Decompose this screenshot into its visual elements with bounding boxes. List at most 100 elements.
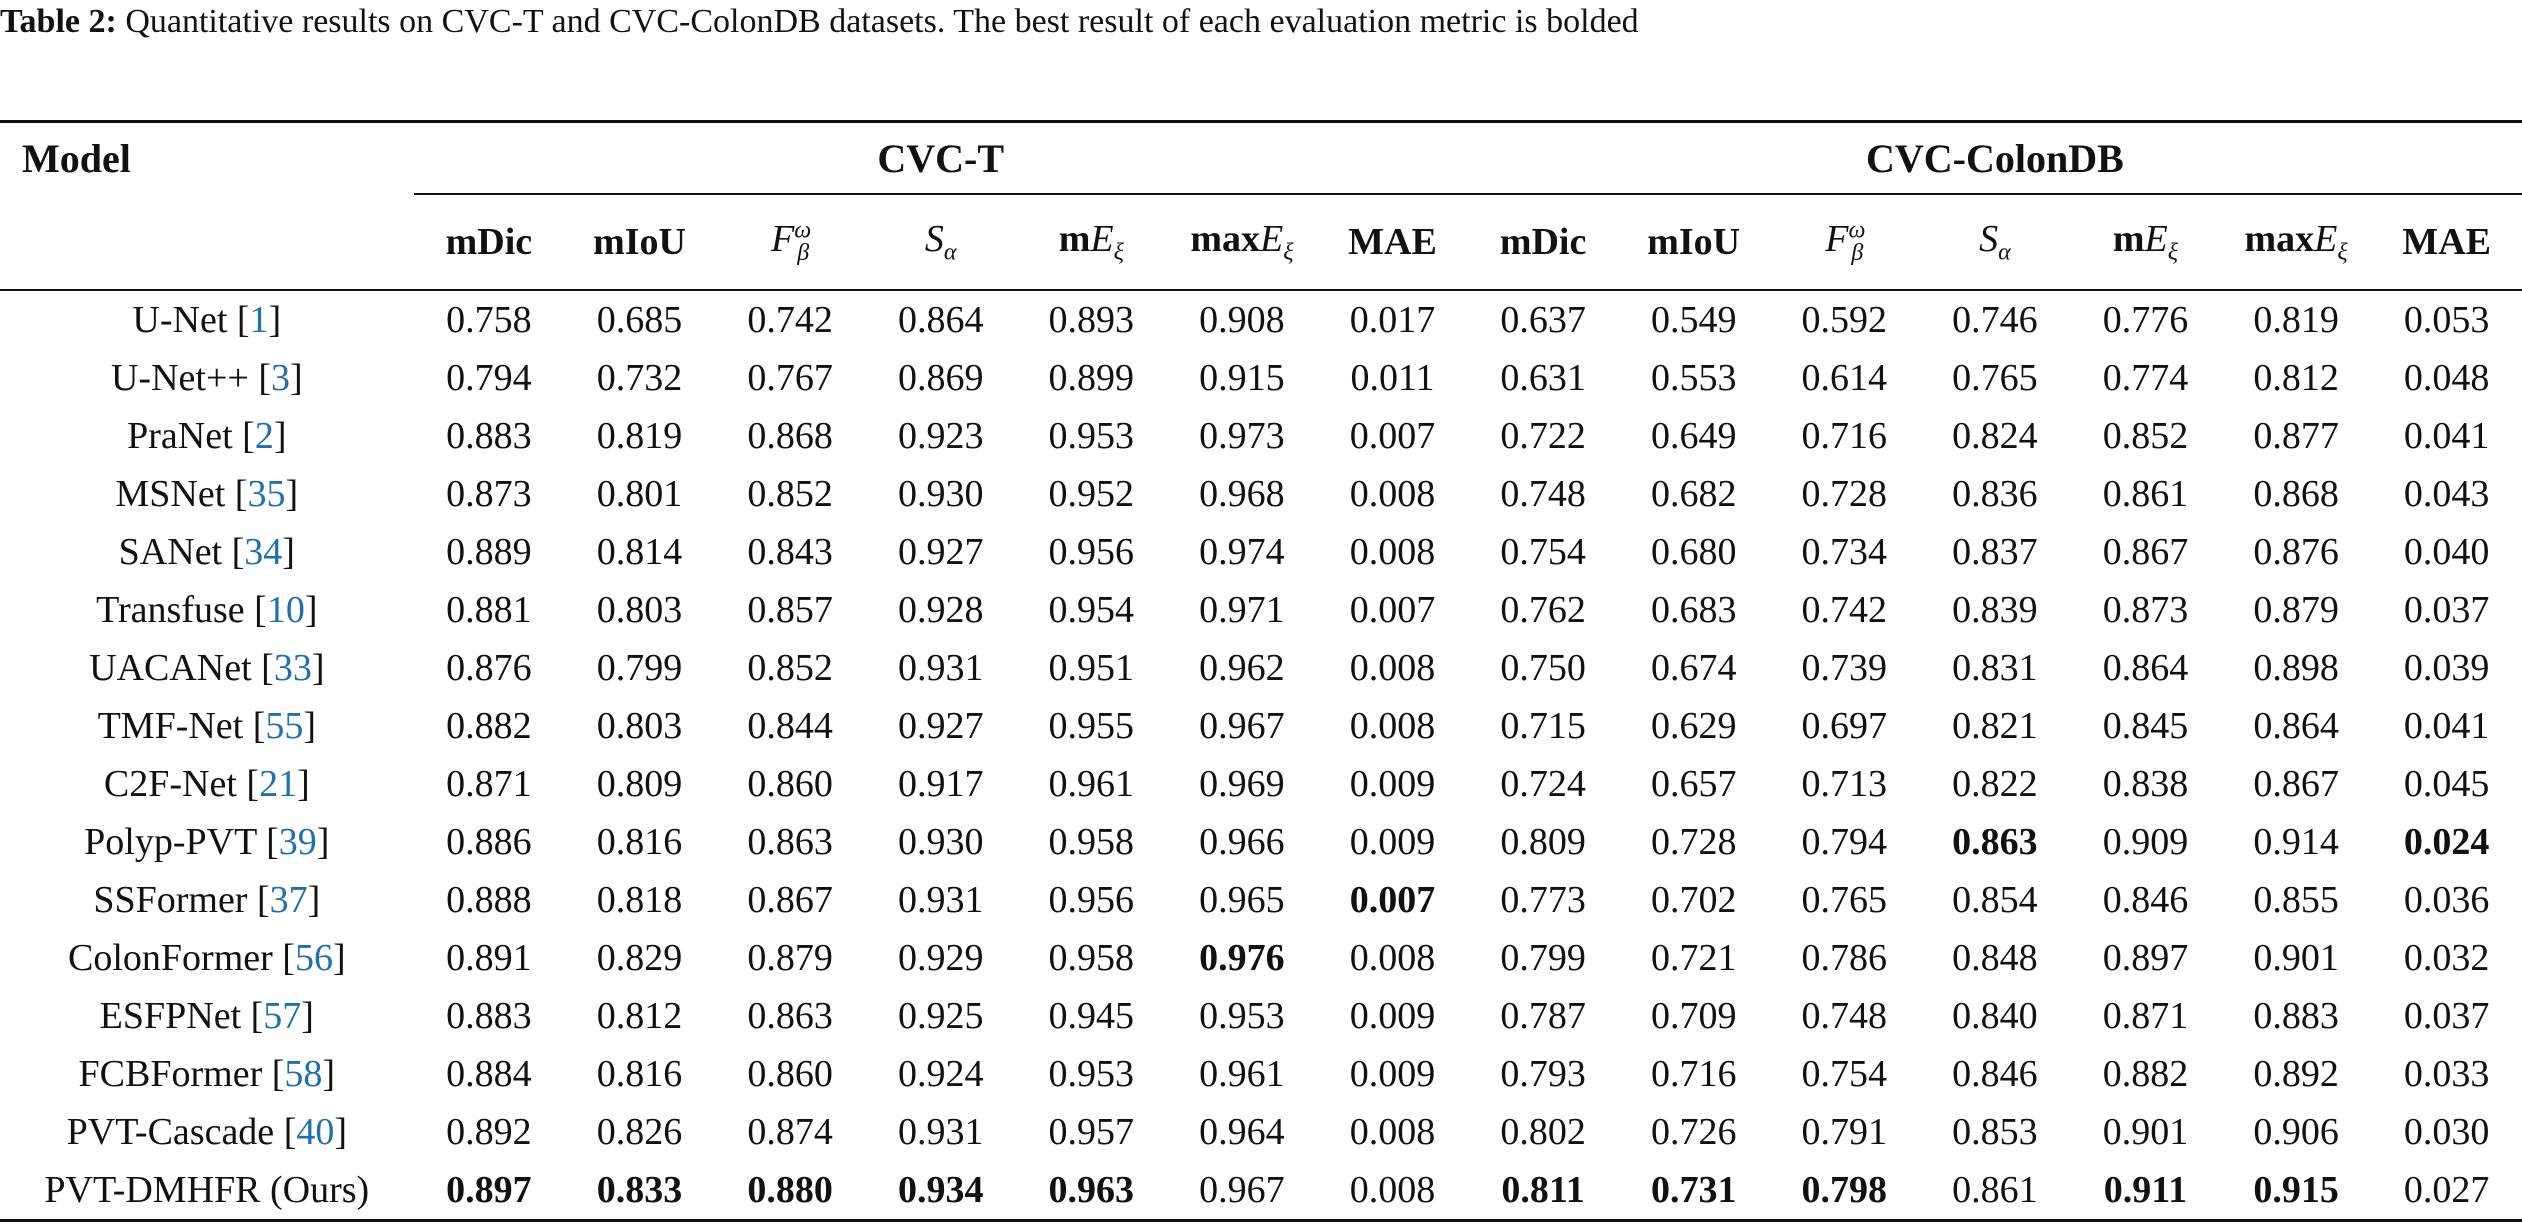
table-row: PVT-Cascade [40] 0.892 0.826 0.874 0.931 0.95… xyxy=(0,1103,2522,1161)
metric-value-cell: 0.931 xyxy=(897,647,984,689)
citation-link[interactable]: 21 xyxy=(259,763,298,805)
metric-value-cell: 0.965 xyxy=(1199,879,1285,921)
metric-value-cell: 0.914 xyxy=(2253,821,2339,863)
metric-value-cell: 0.742 xyxy=(1801,589,1888,631)
metric-value-cell: 0.728 xyxy=(1650,821,1737,863)
metric-value-cell: 0.702 xyxy=(1650,879,1737,921)
model-name: TMF-Net xyxy=(97,705,244,747)
metric-value-cell: 0.008 xyxy=(1349,1169,1436,1211)
metric-value-cell: 0.925 xyxy=(897,995,984,1037)
citation-link[interactable]: 10 xyxy=(266,589,305,631)
citation-link[interactable]: 39 xyxy=(278,821,317,863)
citation-link[interactable]: 1 xyxy=(249,299,269,341)
metric-header-cvc-colondb-3: Sα xyxy=(1919,194,2071,291)
table-row: ColonFormer [56] 0.891 0.829 0.879 0.929 0.95… xyxy=(0,929,2522,987)
table-row: PraNet [2] 0.883 0.819 0.868 0.923 0.953 0.973… xyxy=(0,407,2522,465)
metric-value-cell: 0.794 xyxy=(446,357,532,399)
metric-value-cell: 0.819 xyxy=(596,415,683,457)
metric-value-cell: 0.846 xyxy=(2102,879,2189,921)
metric-value-cell: 0.791 xyxy=(1801,1111,1888,1153)
model-name-cell: C2F-Net [21] xyxy=(103,763,310,805)
model-name: Transfuse xyxy=(96,589,245,631)
metric-value-cell: 0.867 xyxy=(747,879,833,921)
model-name: UACANet xyxy=(89,647,252,689)
metric-value-cell: 0.053 xyxy=(2403,299,2490,341)
table-row: TMF-Net [55] 0.882 0.803 0.844 0.927 0.955 0.9… xyxy=(0,697,2522,755)
metric-header-cvc-colondb-5: maxEξ xyxy=(2220,194,2372,291)
metric-value-cell: 0.765 xyxy=(1952,357,2038,399)
citation-link[interactable]: 37 xyxy=(269,879,308,921)
citation-link[interactable]: 56 xyxy=(294,937,333,979)
table-row: MSNet [35] 0.873 0.801 0.852 0.930 0.952 0.968… xyxy=(0,465,2522,523)
metric-value-cell: 0.852 xyxy=(747,473,833,515)
metric-value-cell: 0.882 xyxy=(2102,1053,2189,1095)
metric-value-cell: 0.845 xyxy=(2102,705,2189,747)
metric-value-cell: 0.909 xyxy=(2102,821,2189,863)
metric-value-cell: 0.928 xyxy=(897,589,984,631)
citation-link[interactable]: 57 xyxy=(263,995,302,1037)
metric-header-cvc-colondb-4: mEξ xyxy=(2070,194,2221,291)
table-body: U-Net [1] 0.758 0.685 0.742 0.864 0.893 0.908 0… xyxy=(0,290,2522,1221)
metric-value-cell: 0.816 xyxy=(596,1053,683,1095)
metric-value-cell: 0.009 xyxy=(1349,1053,1436,1095)
metric-value-cell: 0.892 xyxy=(2253,1053,2339,1095)
model-name-cell: SANet [34] xyxy=(118,531,295,573)
metric-value-cell: 0.864 xyxy=(2102,647,2189,689)
metric-header-cvc-t-2: Fωβ xyxy=(714,194,866,291)
metric-value-cell: 0.008 xyxy=(1349,647,1436,689)
metric-header-cvc-t-5: maxEξ xyxy=(1166,194,1318,291)
table-caption: Table 2: Quantitative results on CVC-T a… xyxy=(0,2,2522,42)
metric-value-cell: 0.629 xyxy=(1650,705,1737,747)
metric-value-cell: 0.915 xyxy=(1199,357,1285,399)
metric-value-cell: 0.976 xyxy=(1199,937,1285,979)
citation-link[interactable]: 33 xyxy=(273,647,312,689)
metric-value-cell: 0.036 xyxy=(2403,879,2490,921)
metric-value-cell: 0.844 xyxy=(747,705,833,747)
metric-value-cell: 0.037 xyxy=(2403,589,2490,631)
model-name: PVT-DMHFR (Ours) xyxy=(44,1169,370,1211)
metric-value-cell: 0.860 xyxy=(747,763,833,805)
metric-value-cell: 0.048 xyxy=(2403,357,2490,399)
metric-value-cell: 0.748 xyxy=(1801,995,1888,1037)
metric-value-cell: 0.864 xyxy=(897,299,984,341)
metric-value-cell: 0.697 xyxy=(1801,705,1888,747)
metric-value-cell: 0.008 xyxy=(1349,473,1436,515)
citation-link[interactable]: 34 xyxy=(244,531,283,573)
metric-value-cell: 0.819 xyxy=(2253,299,2339,341)
metric-value-cell: 0.901 xyxy=(2102,1111,2189,1153)
metric-value-cell: 0.811 xyxy=(1501,1169,1585,1211)
metric-value-cell: 0.836 xyxy=(1952,473,2038,515)
metric-value-cell: 0.929 xyxy=(897,937,984,979)
metric-header-cvc-colondb-1: mIoU xyxy=(1618,194,1769,291)
model-name-cell: Transfuse [10] xyxy=(96,589,318,631)
metric-value-cell: 0.853 xyxy=(1952,1111,2038,1153)
metric-value-cell: 0.649 xyxy=(1650,415,1737,457)
citation-link[interactable]: 58 xyxy=(284,1053,323,1095)
citation-link[interactable]: 40 xyxy=(296,1111,335,1153)
metric-value-cell: 0.854 xyxy=(1952,879,2038,921)
metric-value-cell: 0.682 xyxy=(1650,473,1737,515)
metric-value-cell: 0.553 xyxy=(1650,357,1737,399)
metric-header-cvc-t-3: Sα xyxy=(865,194,1016,291)
metric-value-cell: 0.722 xyxy=(1500,415,1586,457)
metric-value-cell: 0.549 xyxy=(1650,299,1737,341)
citation-link[interactable]: 55 xyxy=(265,705,304,747)
model-name: ColonFormer xyxy=(68,937,273,979)
metric-value-cell: 0.680 xyxy=(1650,531,1737,573)
citation-link[interactable]: 35 xyxy=(247,473,286,515)
metric-value-cell: 0.724 xyxy=(1500,763,1586,805)
metric-value-cell: 0.008 xyxy=(1349,705,1436,747)
metric-value-cell: 0.883 xyxy=(2253,995,2339,1037)
metric-value-cell: 0.762 xyxy=(1500,589,1586,631)
metric-value-cell: 0.874 xyxy=(747,1111,833,1153)
metric-value-cell: 0.968 xyxy=(1199,473,1285,515)
metric-header-cvc-t-4: mEξ xyxy=(1016,194,1167,291)
citation-link[interactable]: 3 xyxy=(270,357,290,399)
citation-link[interactable]: 2 xyxy=(254,415,274,457)
metric-value-cell: 0.879 xyxy=(747,937,833,979)
metric-value-cell: 0.748 xyxy=(1500,473,1586,515)
metric-value-cell: 0.794 xyxy=(1801,821,1888,863)
model-name: PraNet xyxy=(127,415,233,457)
metric-value-cell: 0.045 xyxy=(2403,763,2490,805)
metric-value-cell: 0.973 xyxy=(1199,415,1285,457)
